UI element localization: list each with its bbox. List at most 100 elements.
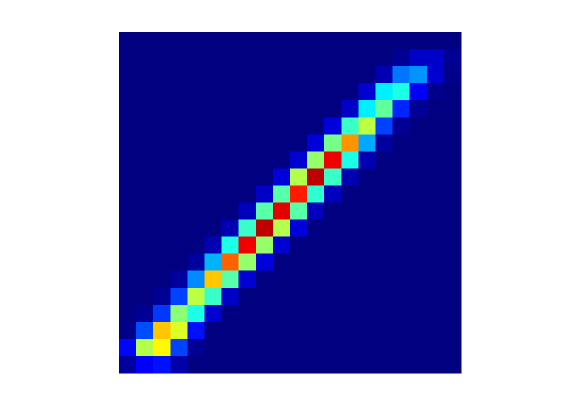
heat-cell [204, 83, 223, 101]
heat-cell [426, 304, 445, 323]
heat-cell [204, 219, 223, 238]
heat-cell [221, 185, 240, 203]
heat-cell [170, 100, 188, 118]
heat-cell [238, 338, 257, 357]
heat-cell [187, 100, 205, 118]
heat-cell [187, 253, 205, 272]
heat-cell [136, 151, 154, 169]
heat-cell [272, 100, 291, 118]
heat-cell [324, 185, 342, 203]
heat-cell [443, 66, 462, 84]
heat-cell [341, 185, 359, 203]
heat-cell [324, 236, 342, 255]
heat-cell [375, 66, 394, 84]
heat-cell [290, 355, 308, 374]
heat-cell [255, 134, 274, 152]
heat-cell [324, 49, 342, 67]
heat-cell [443, 338, 462, 357]
heat-cell [119, 151, 137, 169]
heat-cell [443, 185, 462, 203]
heat-cell [255, 185, 274, 203]
heat-cell [221, 100, 240, 118]
heat-cell [443, 253, 462, 272]
heat-cell [290, 151, 308, 169]
heat-cell [136, 32, 154, 50]
heat-cell [426, 202, 445, 221]
heat-cell [392, 134, 411, 152]
heat-cell [221, 304, 240, 323]
heat-cell [290, 66, 308, 84]
heat-cell [392, 32, 411, 50]
heat-cell [238, 270, 257, 289]
heat-cell [358, 117, 376, 135]
heat-cell [272, 117, 291, 135]
heat-cell [324, 83, 342, 101]
heat-cell [426, 32, 445, 50]
heat-cell [358, 287, 376, 306]
heat-cell [392, 83, 411, 101]
heat-cell [153, 236, 171, 255]
heat-cell [153, 185, 171, 203]
heat-cell [307, 355, 325, 374]
heat-cell [290, 134, 308, 152]
heat-cell [375, 117, 394, 135]
heat-cell [307, 32, 325, 50]
heat-cell [443, 236, 462, 255]
heat-cell [170, 168, 188, 186]
heat-cell [409, 236, 428, 255]
heat-cell [119, 49, 137, 67]
heat-cell [341, 100, 359, 118]
heat-cell [324, 304, 342, 323]
heat-cell [170, 304, 188, 323]
heat-cell [119, 304, 137, 323]
heat-cell [153, 202, 171, 221]
heat-cell [221, 117, 240, 135]
heat-cell [238, 168, 257, 186]
heat-cell [307, 83, 325, 101]
heat-cell [375, 49, 394, 67]
heat-cell [221, 49, 240, 67]
heat-cell [204, 338, 223, 357]
heat-cell [375, 355, 394, 374]
heat-cell [187, 202, 205, 221]
heat-cell [136, 287, 154, 306]
heat-cell [409, 304, 428, 323]
heat-cell [392, 338, 411, 357]
heat-cell [426, 270, 445, 289]
heat-cell [272, 219, 291, 238]
heat-cell [238, 185, 257, 203]
heat-cell [119, 100, 137, 118]
heat-cell [255, 202, 274, 221]
heat-cell [170, 338, 188, 357]
heat-cell [341, 321, 359, 340]
heat-cell [170, 134, 188, 152]
heat-cell [255, 270, 274, 289]
heat-cell [358, 236, 376, 255]
heat-cell [290, 32, 308, 50]
heat-cell [375, 134, 394, 152]
heat-cell [392, 49, 411, 67]
heat-cell [375, 270, 394, 289]
heat-cell [136, 185, 154, 203]
heat-cell [136, 66, 154, 84]
heat-cell [187, 168, 205, 186]
heat-cell [443, 304, 462, 323]
heat-cell [119, 202, 137, 221]
heat-cell [443, 117, 462, 135]
heat-cell [221, 202, 240, 221]
heat-cell [392, 304, 411, 323]
heat-cell [426, 117, 445, 135]
heat-cell [443, 355, 462, 374]
heat-cell [358, 219, 376, 238]
heat-cell [187, 355, 205, 374]
heat-cell [358, 49, 376, 67]
heat-cell [307, 338, 325, 357]
heat-cell [290, 100, 308, 118]
heat-cell [272, 202, 291, 221]
heat-cell [426, 134, 445, 152]
heat-cell [119, 83, 137, 101]
heat-cell [290, 202, 308, 221]
heat-cell [221, 321, 240, 340]
